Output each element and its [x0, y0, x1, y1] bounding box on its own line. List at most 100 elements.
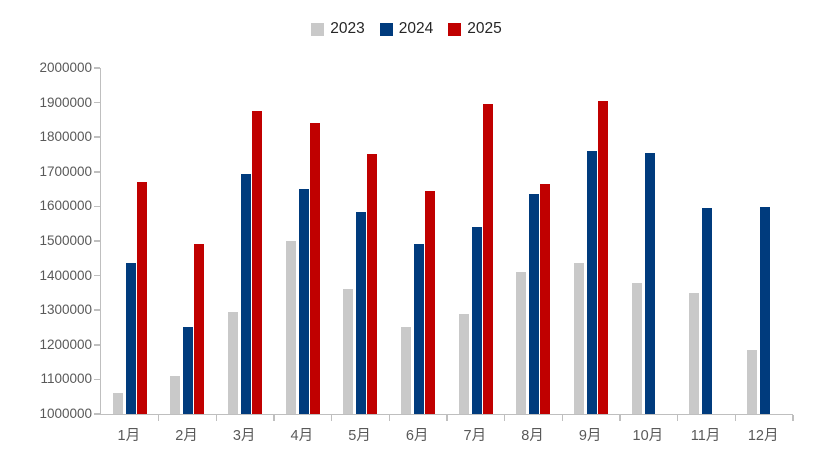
bar-group-6月 — [389, 68, 447, 414]
bar-2023-6月 — [401, 327, 412, 414]
bar-2024-7月 — [471, 227, 482, 414]
y-tick-label: 1000000 — [39, 406, 92, 421]
bar-2025-2月 — [194, 244, 205, 414]
bar-group-12月 — [735, 68, 793, 414]
x-tick-mark — [619, 415, 621, 421]
legend-swatch-2024 — [379, 22, 393, 36]
y-tick-label: 1700000 — [39, 163, 92, 179]
y-tick-label: 1800000 — [39, 129, 92, 145]
x-tick-mark — [330, 415, 333, 421]
bar-group-1月 — [101, 68, 159, 414]
bar-2023-9月 — [574, 263, 585, 414]
x-tick-mark — [388, 415, 391, 421]
x-tick-label: 11月 — [690, 428, 721, 444]
x-tick-mark — [676, 415, 679, 421]
bar-2024-9月 — [587, 151, 598, 414]
legend-label-2025: 2025 — [467, 20, 502, 37]
bar-2023-12月 — [747, 350, 758, 414]
legend-item-2025: 2025 — [448, 20, 502, 38]
bar-2025-3月 — [252, 111, 263, 414]
y-tick-label: 1400000 — [39, 267, 92, 283]
x-tick-label: 8月 — [521, 428, 544, 444]
y-tick-label: 1200000 — [39, 336, 92, 352]
bar-group-2月 — [159, 68, 217, 414]
bar-2025-6月 — [425, 191, 436, 414]
bar-2023-11月 — [689, 293, 700, 414]
y-tick-mark — [94, 413, 100, 415]
bar-group-9月 — [562, 68, 620, 414]
legend-item-2024: 2024 — [379, 20, 434, 38]
plot-area — [94, 67, 794, 421]
bar-2025-5月 — [367, 154, 378, 414]
x-tick-mark — [503, 415, 506, 421]
x-tick-label: 12月 — [747, 428, 779, 444]
x-tick-label: 5月 — [348, 428, 371, 444]
y-tick-label: 1100000 — [40, 371, 92, 387]
bar-2023-8月 — [516, 272, 527, 414]
bar-2025-4月 — [309, 123, 320, 414]
x-tick-label: 3月 — [232, 428, 256, 444]
y-tick-mark — [94, 274, 100, 277]
bar-2024-1月 — [125, 263, 136, 414]
y-tick-mark — [94, 344, 100, 346]
y-tick-label: 1900000 — [39, 94, 92, 110]
legend-swatch-2025 — [448, 22, 462, 36]
x-tick-label: 2月 — [175, 428, 198, 444]
bar-2023-4月 — [285, 241, 296, 414]
chart-legend: 2023 2024 2025 — [0, 20, 813, 38]
bar-2024-3月 — [241, 174, 252, 414]
bar-2025-7月 — [482, 104, 493, 414]
bar-2024-8月 — [529, 194, 540, 414]
legend-label-2024: 2024 — [398, 20, 434, 37]
legend-label-2023: 2023 — [330, 20, 365, 37]
bar-group-10月 — [620, 68, 678, 414]
y-tick-label: 1300000 — [39, 302, 92, 318]
bar-2025-8月 — [540, 184, 551, 414]
bar-2024-12月 — [760, 207, 771, 414]
x-tick-label: 4月 — [290, 428, 314, 444]
bar-2023-1月 — [112, 393, 123, 414]
legend-item-2023: 2023 — [311, 20, 365, 38]
legend-swatch-2023 — [311, 22, 325, 36]
x-tick-mark — [157, 415, 160, 421]
bar-2025-1月 — [136, 182, 147, 414]
bar-2024-5月 — [356, 212, 367, 414]
y-tick-label: 1500000 — [39, 233, 92, 248]
y-tick-mark — [94, 240, 100, 242]
x-tick-mark — [561, 415, 564, 421]
x-tick-mark — [215, 415, 218, 421]
x-tick-label: 1月 — [117, 428, 141, 444]
x-tick-mark — [734, 415, 737, 421]
bar-2024-4月 — [298, 189, 309, 414]
bar-2023-5月 — [343, 289, 354, 414]
y-axis-labels: 2000000 1900000 1800000 1700000 1600000 15000… — [0, 60, 92, 421]
y-tick-mark — [94, 136, 100, 138]
y-tick-mark — [94, 101, 100, 104]
bar-2025-9月 — [598, 101, 609, 414]
x-tick-mark — [273, 415, 275, 421]
x-tick-label: 10月 — [632, 428, 664, 444]
bar-2024-2月 — [183, 327, 194, 414]
y-tick-mark — [94, 309, 100, 311]
bar-2024-11月 — [702, 208, 713, 414]
bar-2024-10月 — [644, 153, 655, 414]
y-tick-mark — [94, 205, 100, 208]
x-tick-mark — [446, 415, 448, 421]
bar-group-4月 — [274, 68, 332, 414]
y-tick-mark — [94, 378, 100, 381]
x-tick-label: 9月 — [578, 428, 602, 444]
bar-2023-7月 — [458, 314, 469, 414]
bar-2023-2月 — [170, 376, 181, 414]
bar-2023-3月 — [228, 312, 239, 414]
y-tick-mark — [94, 171, 100, 173]
bar-group-11月 — [678, 68, 736, 414]
x-tick-label: 7月 — [463, 428, 487, 444]
bar-2023-10月 — [631, 283, 642, 414]
y-tick-mark — [94, 67, 100, 69]
bar-group-5月 — [332, 68, 390, 414]
bar-group-8月 — [505, 68, 563, 414]
x-tick-label: 6月 — [405, 428, 429, 444]
bar-2024-6月 — [414, 244, 425, 414]
x-tick-mark — [792, 415, 794, 421]
